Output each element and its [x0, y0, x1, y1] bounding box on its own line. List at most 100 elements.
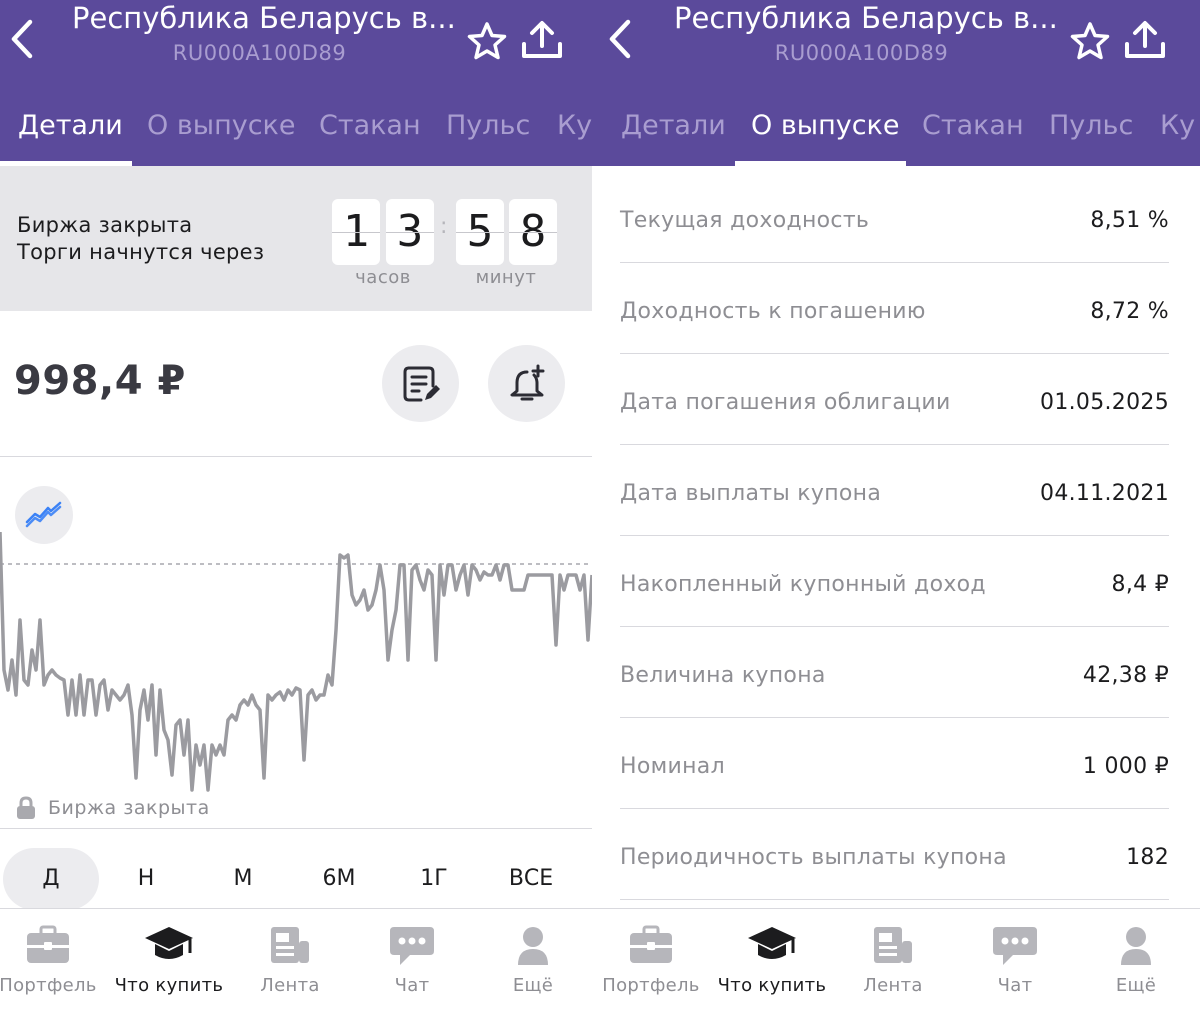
info-row-coupon-frequency: Периодичность выплаты купона 182 — [620, 809, 1169, 900]
newspaper-icon — [271, 927, 309, 963]
star-icon — [1070, 22, 1110, 60]
chat-icon — [993, 927, 1037, 965]
info-row-nominal: Номинал 1 000 ₽ — [620, 718, 1169, 809]
info-value: 1 000 ₽ — [1082, 754, 1169, 779]
newspaper-icon — [874, 927, 912, 963]
hours-label: часов — [355, 267, 411, 288]
info-row-coupon-date: Дата выплаты купона 04.11.2021 — [620, 445, 1169, 536]
info-row-current-yield: Текущая доходность 8,51 % — [620, 172, 1169, 263]
period-6-months[interactable]: 6М — [322, 866, 356, 891]
note-edit-icon — [403, 366, 440, 402]
page-title: Республика Беларусь в... — [674, 1, 1058, 35]
share-button[interactable] — [518, 18, 566, 64]
hours-digit-1: 1 — [332, 199, 380, 265]
current-price: 998,4 ₽ — [14, 358, 186, 404]
nav-label: Что купить — [114, 975, 224, 996]
page-title: Республика Беларусь в... — [72, 1, 456, 35]
star-icon — [467, 22, 507, 60]
bell-plus-icon — [510, 364, 545, 401]
user-icon — [518, 927, 548, 965]
user-icon — [1121, 927, 1151, 965]
info-value: 8,51 % — [1090, 208, 1169, 233]
info-label: Периодичность выплаты купона — [620, 845, 1007, 870]
favorite-button[interactable] — [466, 20, 508, 62]
active-tab-indicator — [0, 161, 132, 166]
briefcase-icon — [27, 925, 69, 963]
market-status: Биржа закрыта — [17, 213, 193, 237]
share-icon — [1125, 21, 1165, 58]
nav-more[interactable]: Ещё — [1076, 909, 1196, 1011]
nav-chat[interactable]: Чат — [352, 909, 472, 1011]
section-divider — [0, 456, 592, 457]
nav-label: Портфель — [602, 975, 700, 996]
nav-portfolio[interactable]: Портфель — [0, 909, 108, 1011]
lock-icon — [17, 796, 35, 819]
details-screen: Республика Беларусь в... RU000A100D89 Де… — [0, 0, 592, 1011]
market-status-text: Биржа закрыта Торги начнутся через — [17, 212, 264, 266]
tab-bar: Детали О выпуске Стакан Пульс Ку — [0, 100, 592, 166]
briefcase-icon — [630, 925, 672, 963]
nav-chat[interactable]: Чат — [955, 909, 1075, 1011]
chevron-left-icon — [11, 19, 33, 59]
price-chart — [0, 531, 592, 792]
tab-coupons[interactable]: Ку — [1160, 110, 1196, 141]
info-value: 42,38 ₽ — [1082, 663, 1169, 688]
header: Республика Беларусь в... RU000A100D89 Де… — [592, 0, 1200, 166]
nav-label: Лента — [260, 975, 320, 996]
chevron-left-icon — [609, 19, 631, 59]
chart-type-button[interactable] — [15, 486, 73, 544]
graduation-cap-icon — [748, 927, 796, 959]
nav-what-to-buy[interactable]: Что купить — [109, 909, 229, 1011]
info-row-yield-to-maturity: Доходность к погашению 8,72 % — [620, 263, 1169, 354]
create-order-button[interactable] — [382, 345, 459, 422]
nav-feed[interactable]: Лента — [833, 909, 953, 1011]
tab-issue[interactable]: О выпуске — [147, 110, 296, 141]
chat-icon — [390, 927, 434, 965]
period-week[interactable]: Н — [137, 866, 155, 891]
graduation-cap-icon — [145, 927, 193, 959]
info-label: Доходность к погашению — [620, 299, 926, 324]
nav-what-to-buy[interactable]: Что купить — [712, 909, 832, 1011]
info-label: Номинал — [620, 754, 725, 779]
share-button[interactable] — [1121, 18, 1169, 64]
info-value: 182 — [1126, 845, 1169, 870]
tab-order-book[interactable]: Стакан — [922, 110, 1024, 141]
info-label: Текущая доходность — [620, 208, 870, 233]
nav-label: Чат — [394, 975, 430, 996]
info-label: Величина купона — [620, 663, 826, 688]
info-label: Накопленный купонный доход — [620, 572, 986, 597]
share-icon — [522, 21, 562, 58]
period-year[interactable]: 1Г — [420, 866, 448, 891]
info-value: 04.11.2021 — [1040, 481, 1169, 506]
nav-label: Ещё — [512, 975, 554, 996]
info-row-maturity-date: Дата погашения облигации 01.05.2025 — [620, 354, 1169, 445]
back-button[interactable] — [4, 14, 44, 64]
market-status-panel: Биржа закрыта Торги начнутся через 1 3 :… — [0, 166, 592, 311]
info-value: 8,72 % — [1090, 299, 1169, 324]
nav-portfolio[interactable]: Портфель — [592, 909, 711, 1011]
countdown-separator: : — [440, 214, 448, 239]
nav-label: Что купить — [717, 975, 827, 996]
back-button[interactable] — [602, 14, 642, 64]
tab-details[interactable]: Детали — [621, 110, 726, 141]
nav-feed[interactable]: Лента — [230, 909, 350, 1011]
tab-order-book[interactable]: Стакан — [319, 110, 421, 141]
tab-pulse[interactable]: Пульс — [1049, 110, 1134, 141]
line-chart-icon — [25, 501, 62, 528]
period-all[interactable]: ВСЕ — [508, 866, 554, 891]
info-label: Дата погашения облигации — [620, 390, 951, 415]
tab-issue[interactable]: О выпуске — [751, 110, 900, 141]
info-row-accrued-interest: Накопленный купонный доход 8,4 ₽ — [620, 536, 1169, 627]
minutes-digit-1: 5 — [456, 199, 504, 265]
period-day[interactable]: Д — [3, 848, 99, 910]
favorite-button[interactable] — [1069, 20, 1111, 62]
period-month[interactable]: М — [233, 866, 253, 891]
tab-pulse[interactable]: Пульс — [446, 110, 531, 141]
nav-label: Ещё — [1115, 975, 1157, 996]
tab-coupons[interactable]: Ку — [557, 110, 592, 141]
section-divider — [0, 828, 592, 829]
nav-more[interactable]: Ещё — [473, 909, 592, 1011]
add-alert-button[interactable] — [488, 345, 565, 422]
tab-details[interactable]: Детали — [18, 110, 123, 141]
active-tab-indicator — [735, 161, 906, 166]
